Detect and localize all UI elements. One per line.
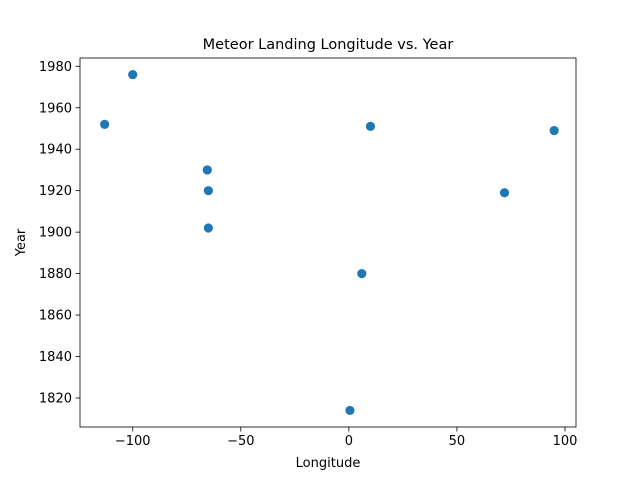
y-tick-label: 1980 [39, 60, 72, 75]
x-axis-label: Longitude [296, 456, 361, 471]
data-point-4 [202, 165, 212, 175]
y-tick-label: 1960 [39, 101, 72, 116]
data-point-3 [549, 125, 559, 136]
y-tick-label: 1840 [39, 350, 72, 365]
x-tick-label: −50 [227, 434, 254, 449]
y-axis-ticks: 1820 1840 1860 1880 1900 1920 1940 1960 1980 [39, 60, 80, 406]
y-tick-label: 1880 [39, 267, 72, 282]
x-tick-label: 0 [345, 434, 353, 449]
y-tick-label: 1940 [39, 143, 72, 158]
x-tick-label: 50 [449, 434, 466, 449]
x-axis-ticks: −100 −50 0 50 100 [115, 427, 578, 449]
data-point-2 [365, 121, 376, 132]
chart-title: Meteor Landing Longitude vs. Year [203, 37, 454, 53]
data-point-5 [203, 186, 213, 196]
data-point-6 [499, 188, 510, 198]
y-tick-label: 1860 [39, 309, 72, 324]
plot-area-frame [79, 57, 577, 428]
x-tick-label: −100 [115, 434, 151, 449]
data-point-8 [357, 269, 367, 279]
data-point-7 [203, 223, 213, 233]
y-tick-label: 1900 [39, 226, 72, 241]
data-point-9 [345, 405, 355, 416]
data-points [100, 69, 559, 416]
x-tick-label: 100 [553, 434, 578, 449]
data-point-1 [100, 119, 110, 129]
y-tick-label: 1820 [39, 391, 72, 406]
y-axis-label: Year [14, 228, 29, 257]
y-tick-label: 1920 [39, 184, 72, 199]
data-point-0 [128, 69, 138, 80]
